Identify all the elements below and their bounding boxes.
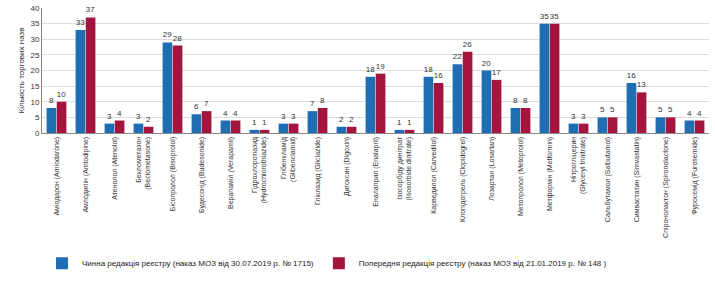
svg-text:4: 4	[233, 109, 238, 118]
svg-text:3: 3	[281, 112, 286, 121]
svg-text:Еналаприл (Enalapril): Еналаприл (Enalapril)	[372, 137, 380, 207]
svg-text:3: 3	[581, 112, 586, 121]
svg-text:Фуросемід (Furosemide): Фуросемід (Furosemide)	[691, 137, 699, 215]
svg-text:22: 22	[453, 52, 462, 61]
svg-text:Глібенкламід(Glibenclamid): Глібенкламід(Glibenclamid)	[280, 137, 297, 182]
svg-text:5: 5	[600, 105, 605, 114]
svg-text:8: 8	[320, 96, 325, 105]
svg-text:2: 2	[349, 115, 354, 124]
svg-text:30: 30	[30, 35, 39, 44]
svg-text:Метформін (Metformin): Метформін (Metformin)	[546, 137, 554, 211]
svg-text:26: 26	[463, 40, 472, 49]
svg-text:5: 5	[610, 105, 615, 114]
svg-text:3: 3	[291, 112, 296, 121]
svg-text:Атенолол (Atenolol): Атенолол (Atenolol)	[111, 137, 119, 200]
svg-text:7: 7	[204, 99, 209, 108]
svg-text:8: 8	[523, 96, 528, 105]
svg-text:40: 40	[30, 4, 39, 13]
svg-text:Кількість торгових назв: Кількість торгових назв	[17, 28, 26, 114]
svg-text:Сальбутамол (Salbutamol): Сальбутамол (Salbutamol)	[604, 137, 612, 222]
svg-text:35: 35	[540, 12, 549, 21]
svg-text:5: 5	[35, 113, 40, 122]
svg-text:Клопідогрель (Clopidogrel): Клопідогрель (Clopidogrel)	[459, 137, 467, 222]
svg-text:Нітрогліцерин(Glyceryl trinitr: Нітрогліцерин(Glyceryl trinitrate)	[570, 137, 587, 194]
svg-text:Беклометазон(Beclometasone): Беклометазон(Beclometasone)	[135, 137, 152, 190]
svg-text:29: 29	[163, 30, 172, 39]
svg-text:18: 18	[366, 65, 375, 74]
svg-text:37: 37	[86, 5, 95, 14]
svg-text:Спіронолактон (Spironolactone): Спіронолактон (Spironolactone)	[662, 137, 670, 238]
svg-text:4: 4	[117, 109, 122, 118]
svg-text:1: 1	[252, 118, 257, 127]
svg-text:1: 1	[262, 118, 267, 127]
svg-text:2: 2	[339, 115, 344, 124]
svg-text:Амлодипін (Amlodipine): Амлодипін (Amlodipine)	[82, 137, 90, 213]
svg-text:1: 1	[407, 118, 412, 127]
svg-text:5: 5	[658, 105, 663, 114]
svg-text:8: 8	[49, 96, 54, 105]
svg-text:2: 2	[146, 115, 151, 124]
svg-text:35: 35	[550, 12, 559, 21]
svg-text:Ізосорбіду динітрат(Isosorbide: Ізосорбіду динітрат(Isosorbide dinitrate…	[396, 136, 413, 201]
svg-text:Попередня редакція реєстру (на: Попередня редакція реєстру (наказ МОЗ ві…	[359, 259, 607, 268]
svg-text:3: 3	[571, 112, 576, 121]
svg-text:5: 5	[668, 105, 673, 114]
svg-text:35: 35	[30, 19, 39, 28]
svg-text:1: 1	[397, 118, 402, 127]
svg-text:16: 16	[627, 71, 636, 80]
svg-text:19: 19	[376, 62, 385, 71]
svg-text:20: 20	[30, 66, 39, 75]
svg-text:28: 28	[173, 34, 182, 43]
svg-text:Метопролол (Metoprolol): Метопролол (Metoprolol)	[517, 137, 525, 216]
svg-text:25: 25	[30, 51, 39, 60]
svg-text:15: 15	[30, 82, 39, 91]
svg-text:Гліклазид (Gliclazide): Гліклазид (Gliclazide)	[314, 137, 322, 205]
svg-text:33: 33	[76, 18, 85, 27]
svg-text:6: 6	[194, 102, 199, 111]
svg-text:4: 4	[223, 109, 228, 118]
svg-text:Карведилол (Carvedilol): Карведилол (Carvedilol)	[430, 137, 438, 214]
svg-text:17: 17	[492, 68, 501, 77]
svg-text:Лозартан (Losartan): Лозартан (Losartan)	[488, 137, 496, 201]
svg-text:13: 13	[637, 80, 646, 89]
svg-text:16: 16	[434, 71, 443, 80]
svg-text:3: 3	[107, 112, 112, 121]
svg-text:10: 10	[57, 90, 66, 99]
svg-text:Чинна редакція реєстру (наказ: Чинна редакція реєстру (наказ МОЗ від 30…	[82, 259, 314, 268]
svg-text:Дигоксин (Digoxin): Дигоксин (Digoxin)	[343, 137, 351, 196]
svg-text:Бісопролол (Bisoprolol): Бісопролол (Bisoprolol)	[169, 137, 177, 211]
svg-text:7: 7	[310, 99, 315, 108]
svg-text:20: 20	[482, 59, 491, 68]
svg-text:Аміодарон (Amiodarone): Аміодарон (Amiodarone)	[53, 137, 61, 216]
svg-text:8: 8	[513, 96, 518, 105]
svg-text:Симвастатин (Simvastatin): Симвастатин (Simvastatin)	[633, 137, 641, 222]
svg-text:18: 18	[424, 65, 433, 74]
svg-text:Гідрохлоротіазид(Hydrochloroth: Гідрохлоротіазид(Hydrochlorothiazide)	[251, 137, 268, 204]
svg-text:0: 0	[35, 129, 40, 138]
svg-text:10: 10	[30, 98, 39, 107]
svg-text:Верапаміл (Verapamil): Верапаміл (Verapamil)	[227, 137, 235, 209]
svg-text:3: 3	[136, 112, 141, 121]
svg-text:4: 4	[687, 109, 692, 118]
svg-text:4: 4	[697, 109, 702, 118]
svg-text:Будесонід (Budesonide): Будесонід (Budesonide)	[198, 137, 206, 213]
